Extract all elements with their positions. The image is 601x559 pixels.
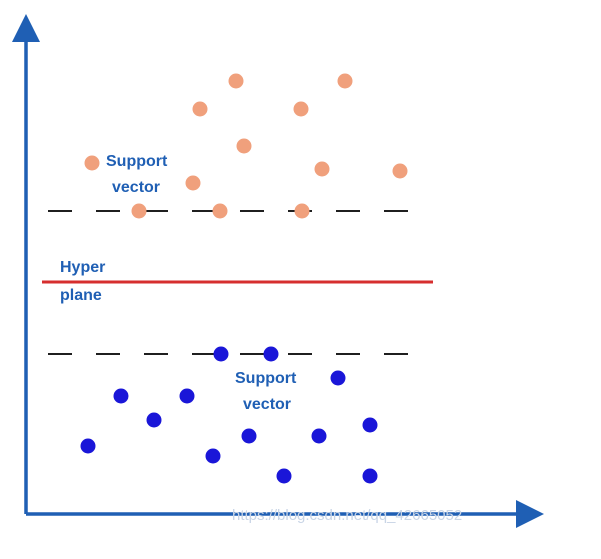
data-point	[362, 417, 378, 433]
data-point	[236, 138, 252, 154]
class-top-points	[84, 73, 408, 219]
class-bottom-points	[80, 346, 378, 484]
support-vector-point	[213, 346, 229, 362]
data-point	[84, 155, 100, 171]
label-line: Support	[106, 153, 168, 170]
data-point	[205, 448, 221, 464]
label-line: vector	[243, 396, 291, 413]
data-point	[80, 438, 96, 454]
watermark-url: https://blog.csdn.net/qq_42665052	[232, 507, 462, 524]
data-point	[241, 428, 257, 444]
data-point	[362, 468, 378, 484]
data-point	[192, 101, 208, 117]
support-vector-point	[131, 203, 147, 219]
data-point	[113, 388, 129, 404]
support-vector-point	[263, 346, 279, 362]
data-point	[146, 412, 162, 428]
data-point	[311, 428, 327, 444]
data-point	[392, 163, 408, 179]
data-point	[276, 468, 292, 484]
data-point	[337, 73, 353, 89]
data-point	[314, 161, 330, 177]
hyperplane-label: Hyper plane	[60, 259, 105, 304]
support-vector-label-top: Support vector	[106, 153, 168, 196]
label-line: vector	[112, 179, 160, 196]
data-point	[185, 175, 201, 191]
label-line: Support	[235, 370, 297, 387]
support-vector-point	[212, 203, 228, 219]
data-point	[228, 73, 244, 89]
label-line: plane	[60, 287, 102, 304]
label-line: Hyper	[60, 259, 105, 276]
support-vector-point	[294, 203, 310, 219]
support-vector-label-bottom: Support vector	[235, 370, 297, 413]
data-point	[179, 388, 195, 404]
data-point	[293, 101, 309, 117]
data-point	[330, 370, 346, 386]
